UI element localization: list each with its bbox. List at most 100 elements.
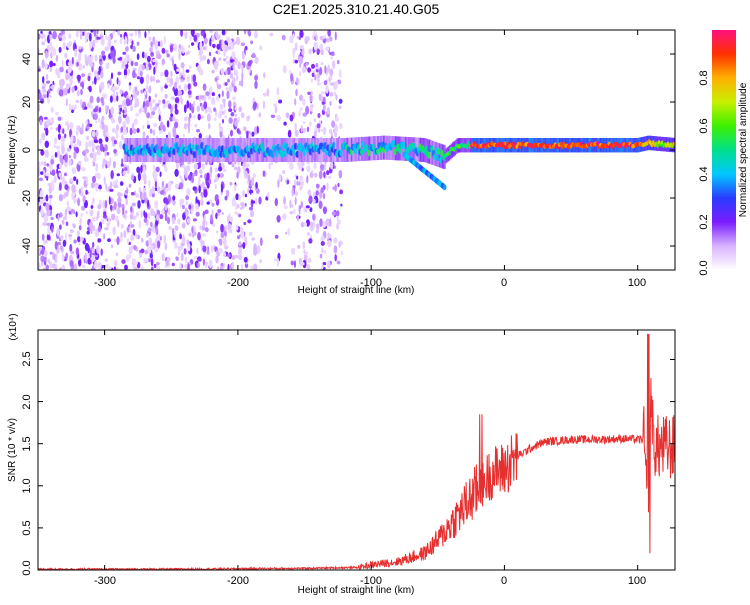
noise-speckle [139,70,143,77]
noise-speckle [323,104,326,112]
noise-speckle [195,211,200,217]
noise-speckle [108,196,111,205]
noise-speckle [307,189,312,196]
noise-speckle [68,33,72,39]
noise-speckle [199,54,203,63]
noise-speckle [119,107,123,112]
noise-speckle [196,129,200,133]
noise-speckle [335,81,339,86]
noise-speckle [80,212,83,218]
noise-speckle [70,250,75,255]
noise-speckle [251,237,255,241]
noise-speckle [49,194,53,199]
noise-speckle [247,219,252,224]
noise-speckle [144,105,148,114]
noise-speckle [340,250,343,256]
noise-speckle [314,74,317,81]
noise-speckle [316,123,321,129]
noise-speckle [262,100,266,110]
noise-speckle [120,181,124,186]
noise-speckle [336,222,339,230]
noise-speckle [110,50,115,58]
noise-speckle [145,84,148,90]
noise-speckle [117,30,121,36]
noise-speckle [179,182,184,190]
noise-speckle [85,210,88,215]
noise-speckle [334,254,338,262]
noise-speckle [289,114,294,122]
noise-speckle [259,237,263,246]
noise-speckle [205,91,210,96]
noise-speckle [101,115,105,122]
noise-speckle [93,39,99,43]
noise-speckle [306,232,311,236]
noise-speckle [101,163,105,169]
noise-speckle [218,238,222,243]
noise-speckle [107,238,111,243]
noise-speckle [231,261,235,270]
noise-speckle [183,83,188,91]
noise-speckle [191,42,195,46]
noise-speckle [158,114,161,122]
noise-speckle [130,192,135,196]
noise-speckle [69,76,73,86]
noise-speckle [164,212,168,222]
noise-speckle [128,183,132,188]
noise-speckle [76,138,80,146]
noise-speckle [244,239,248,246]
noise-speckle [210,214,213,223]
noise-speckle [233,184,237,192]
colorbar-tick-label: 0.6 [698,118,710,133]
noise-speckle [106,264,109,268]
noise-speckle [218,57,222,61]
noise-speckle [45,239,48,244]
noise-speckle [276,87,280,96]
noise-speckle [124,167,128,171]
noise-speckle [294,98,297,106]
noise-speckle [313,42,318,46]
noise-speckle [223,252,227,258]
noise-speckle [202,46,206,50]
noise-speckle [174,225,179,231]
noise-speckle [296,77,299,86]
noise-speckle [294,129,299,137]
noise-speckle [283,121,287,126]
noise-speckle [223,238,227,247]
noise-speckle [91,130,96,138]
noise-speckle [53,144,57,148]
noise-speckle [325,46,330,51]
noise-speckle [79,236,84,242]
noise-speckle [78,225,82,231]
noise-speckle [116,132,119,140]
noise-speckle [76,30,79,38]
noise-speckle [108,39,112,48]
noise-speckle [76,178,79,185]
noise-speckle [179,233,183,240]
noise-speckle [132,70,136,79]
noise-speckle [140,265,144,270]
noise-speckle [147,227,152,232]
noise-speckle [61,219,65,225]
noise-speckle [220,68,225,75]
noise-speckle [49,45,54,52]
noise-speckle [81,123,84,130]
noise-speckle [160,72,164,77]
noise-speckle [41,160,44,166]
noise-speckle [179,175,182,179]
noise-speckle [76,61,79,67]
noise-speckle [330,56,333,60]
noise-speckle [240,78,244,88]
noise-speckle [243,30,247,35]
noise-speckle [234,57,238,66]
noise-speckle [152,106,157,112]
ridge-halo [430,140,433,165]
noise-speckle [123,68,128,77]
noise-speckle [61,264,66,270]
noise-speckle [55,54,59,62]
noise-speckle [121,134,124,141]
noise-speckle [322,262,327,266]
noise-speckle [223,50,226,57]
noise-speckle [142,131,146,138]
noise-speckle [115,179,119,184]
noise-speckle [79,99,83,106]
